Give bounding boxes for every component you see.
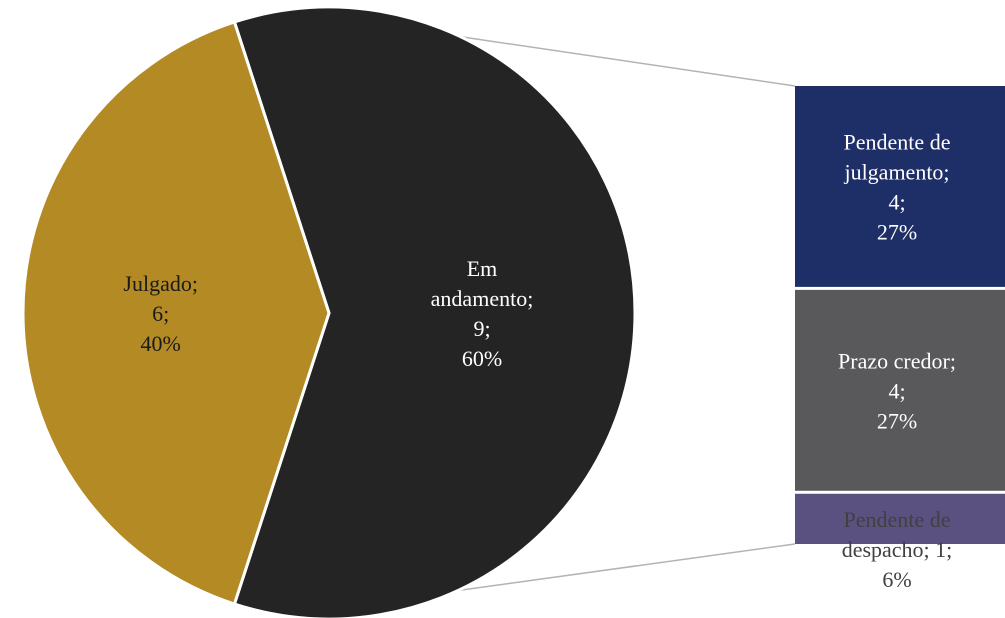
pie-slice-em-andamento — [232, 5, 637, 618]
data-label-julgado: Julgado; 6; 40% — [123, 271, 198, 356]
data-label-em-andamento-line: andamento; — [431, 286, 534, 311]
data-label-em-andamento-line: Em — [467, 256, 498, 281]
data-label-pendente-de-julgamento-line: Pendente de — [844, 129, 951, 154]
data-label-pendente-de-despacho: Pendente de despacho; 1; 6% — [842, 507, 953, 592]
data-label-pendente-de-despacho-line: 6% — [882, 567, 911, 592]
data-label-prazo-credor-line: Prazo credor; — [838, 348, 956, 373]
bar-segment-pendente-de-despacho — [795, 493, 1005, 544]
bar-segment-pendente-de-julgamento — [795, 86, 1005, 287]
bar-segment-prazo-credor — [795, 289, 1005, 491]
pie — [21, 5, 637, 618]
data-label-em-andamento-line: 9; — [473, 316, 490, 341]
data-label-pendente-de-julgamento: Pendente de julgamento; 4; 27% — [843, 129, 950, 244]
data-label-julgado-line: Julgado; — [123, 271, 198, 296]
data-labels: Em andamento; 9; 60% Julgado; 6; 40% Pendente d… — [123, 129, 956, 591]
data-label-em-andamento-line: 60% — [462, 346, 502, 371]
data-label-julgado-line: 6; — [152, 301, 169, 326]
data-label-julgado-line: 40% — [141, 331, 181, 356]
data-label-pendente-de-julgamento-line: 27% — [877, 219, 917, 244]
data-label-pendente-de-despacho-line: Pendente de — [844, 507, 951, 532]
data-label-prazo-credor: Prazo credor; 4; 27% — [838, 348, 956, 433]
data-label-pendente-de-despacho-line: despacho; 1; — [842, 537, 953, 562]
stacked-bar — [795, 86, 1005, 544]
data-label-em-andamento: Em andamento; 9; 60% — [431, 256, 534, 371]
data-label-prazo-credor-line: 27% — [877, 408, 917, 433]
data-label-pendente-de-julgamento-line: 4; — [888, 189, 905, 214]
pie-slice-julgado — [21, 20, 331, 606]
data-label-pendente-de-julgamento-line: julgamento; — [843, 159, 949, 184]
data-label-prazo-credor-line: 4; — [888, 378, 905, 403]
